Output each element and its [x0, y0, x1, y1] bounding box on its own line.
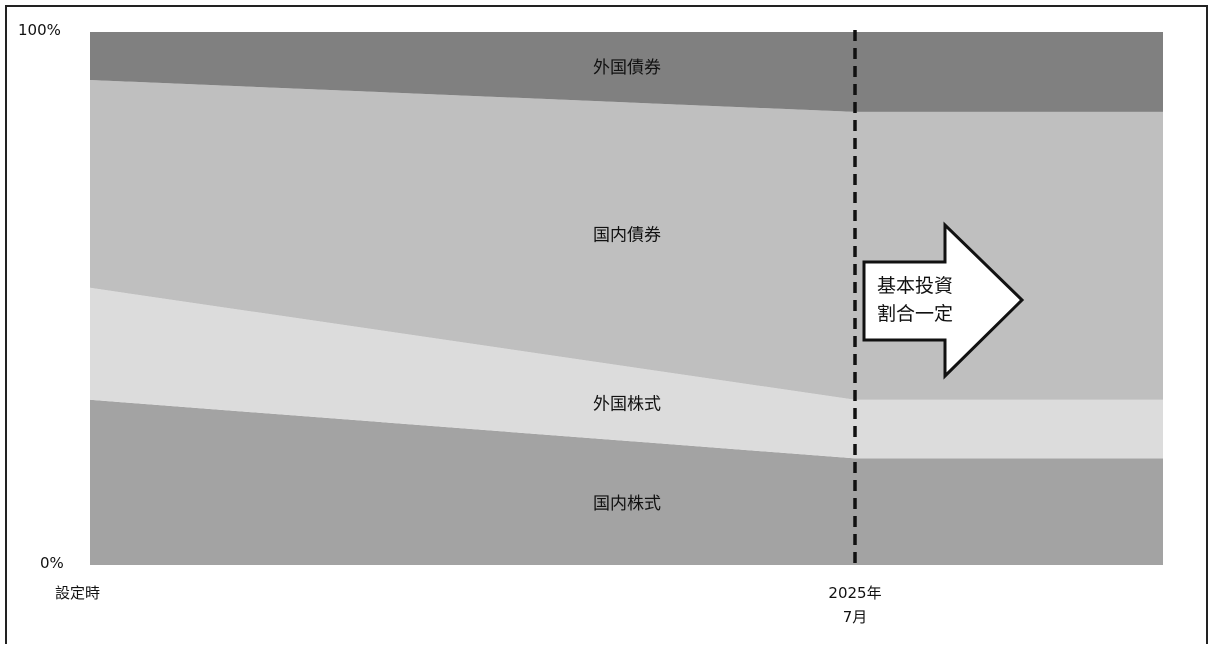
layer-labels: 国内株式 外国株式 国内債券 外国債券 — [593, 58, 661, 514]
domestic-bonds-label: 国内債券 — [593, 225, 661, 245]
foreign-bonds-label: 外国債券 — [593, 58, 661, 78]
arrow-annotation: 基本投資割合一定 — [862, 221, 1025, 380]
right-arrow-icon — [862, 221, 1025, 380]
chart-frame — [5, 5, 1208, 644]
y-tick-100: 100% — [18, 21, 61, 39]
foreign-bonds-area — [90, 32, 1163, 112]
foreign-stocks-label: 外国株式 — [593, 395, 661, 415]
y-tick-0: 0% — [40, 554, 64, 572]
domestic-stocks-area — [90, 399, 1163, 565]
x-tick-2025: 2025年 7月 — [828, 584, 881, 626]
foreign-stocks-area — [90, 287, 1163, 459]
x-tick-start: 設定時 — [55, 584, 100, 602]
arrow-annotation-text: 基本投資割合一定 — [877, 275, 953, 325]
domestic-stocks-label: 国内株式 — [593, 494, 661, 514]
